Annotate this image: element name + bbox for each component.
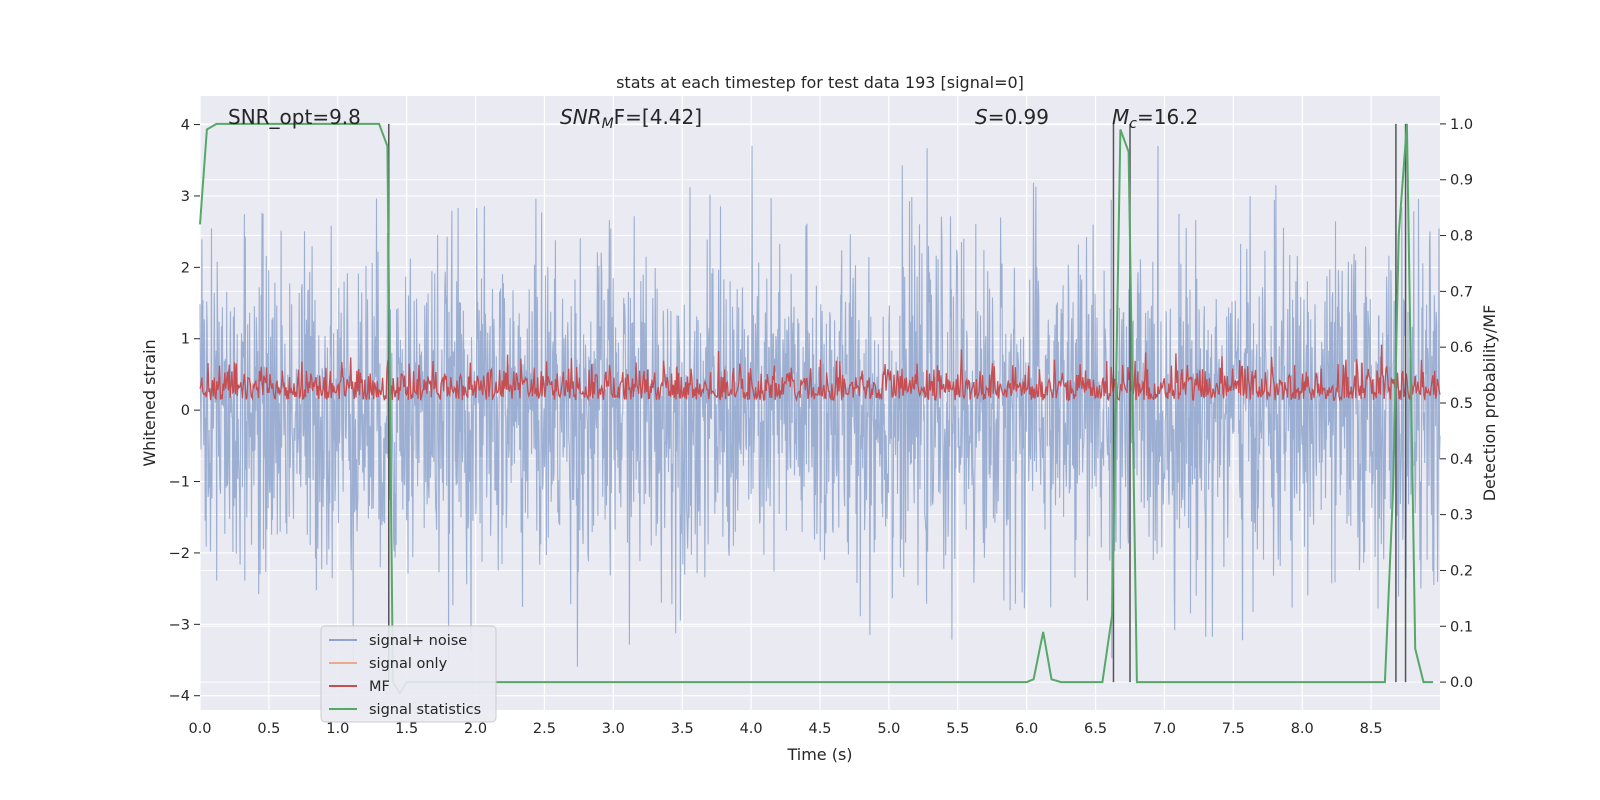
x-tick-label: 0.0 xyxy=(188,721,211,737)
y-right-tick-label: 0.5 xyxy=(1450,396,1473,412)
legend-box xyxy=(320,625,497,723)
y-axis-right-label: Detection probability/MF xyxy=(1480,305,1499,502)
y-left-tick-label: 1 xyxy=(181,332,190,348)
x-tick-label: 8.5 xyxy=(1360,721,1383,737)
x-tick-label: 2.0 xyxy=(464,721,487,737)
annotation-mc: Mc=16.2 xyxy=(1112,105,1198,132)
x-tick-label: 5.0 xyxy=(877,721,900,737)
y-right-tick-label: 0.2 xyxy=(1450,563,1473,579)
y-left-tick-label: 0 xyxy=(181,403,190,419)
x-tick-label: 6.5 xyxy=(1084,721,1107,737)
y-right-tick-label: 0.6 xyxy=(1450,340,1473,356)
x-axis-label: Time (s) xyxy=(786,745,852,764)
y-right-ticks: 0.0 0.1 0.2 0.3 0.4 0.5 0.6 0.7 0.8 0.9 1.0 xyxy=(1440,117,1473,691)
annotation-snr-mf: SNRMF=[4.42] xyxy=(560,105,702,132)
x-tick-label: 4.0 xyxy=(740,721,763,737)
signal-statistics-line xyxy=(199,122,1434,696)
y-right-tick-label: 0.8 xyxy=(1450,229,1473,245)
y-left-tick-label: −4 xyxy=(169,689,190,705)
x-tick-label: 2.5 xyxy=(533,721,556,737)
legend-label-signal-noise: signal+ noise xyxy=(369,633,467,649)
y-right-tick-label: 0.9 xyxy=(1450,173,1473,189)
y-right-tick-label: 0.4 xyxy=(1450,452,1473,468)
x-tick-label: 4.5 xyxy=(808,721,831,737)
y-right-tick-label: 0.1 xyxy=(1450,619,1473,635)
annotation-s: S=0.99 xyxy=(975,105,1049,129)
x-tick-label: 6.0 xyxy=(1015,721,1038,737)
x-tick-label: 1.5 xyxy=(395,721,418,737)
x-tick-label: 5.5 xyxy=(946,721,969,737)
x-tick-label: 7.5 xyxy=(1222,721,1245,737)
series-signal-statistics xyxy=(199,122,1434,696)
y-right-tick-label: 0.3 xyxy=(1450,508,1473,524)
legend-label-signal-statistics: signal statistics xyxy=(369,702,481,718)
y-right-tick-label: 0.7 xyxy=(1450,284,1473,300)
y-axis-left-label: Whitened strain xyxy=(140,339,159,466)
y-left-tick-label: 2 xyxy=(181,260,190,276)
mf-line xyxy=(199,344,1441,402)
x-tick-label: 1.0 xyxy=(326,721,349,737)
x-tick-label: 8.0 xyxy=(1291,721,1314,737)
annotation-snr-opt: SNR_opt=9.8 xyxy=(228,105,361,129)
x-ticks: 0.0 0.5 1.0 1.5 2.0 2.5 3.0 3.5 4.0 4.5 5.0 5.5 6.0 6… xyxy=(188,721,1382,737)
legend-label-mf: MF xyxy=(369,679,390,695)
y-left-tick-label: 4 xyxy=(181,118,190,134)
series-mf xyxy=(199,344,1441,402)
x-tick-label: 7.0 xyxy=(1153,721,1176,737)
x-tick-label: 0.5 xyxy=(257,721,280,737)
y-left-tick-label: 3 xyxy=(181,189,190,205)
y-right-tick-label: 1.0 xyxy=(1450,117,1473,133)
y-left-tick-label: −1 xyxy=(169,475,190,491)
y-right-tick-label: 0.0 xyxy=(1450,675,1473,691)
x-tick-label: 3.0 xyxy=(602,721,625,737)
legend: signal+ noise signal only MF signal stat… xyxy=(320,625,497,723)
y-left-tick-label: −2 xyxy=(169,546,190,562)
x-tick-label: 3.5 xyxy=(671,721,694,737)
legend-label-signal-only: signal only xyxy=(369,656,448,672)
y-left-tick-label: −3 xyxy=(169,617,190,633)
chart-title: stats at each timestep for test data 193… xyxy=(616,73,1024,92)
y-left-ticks: −4 −3 −2 −1 0 1 2 3 4 xyxy=(169,118,200,705)
